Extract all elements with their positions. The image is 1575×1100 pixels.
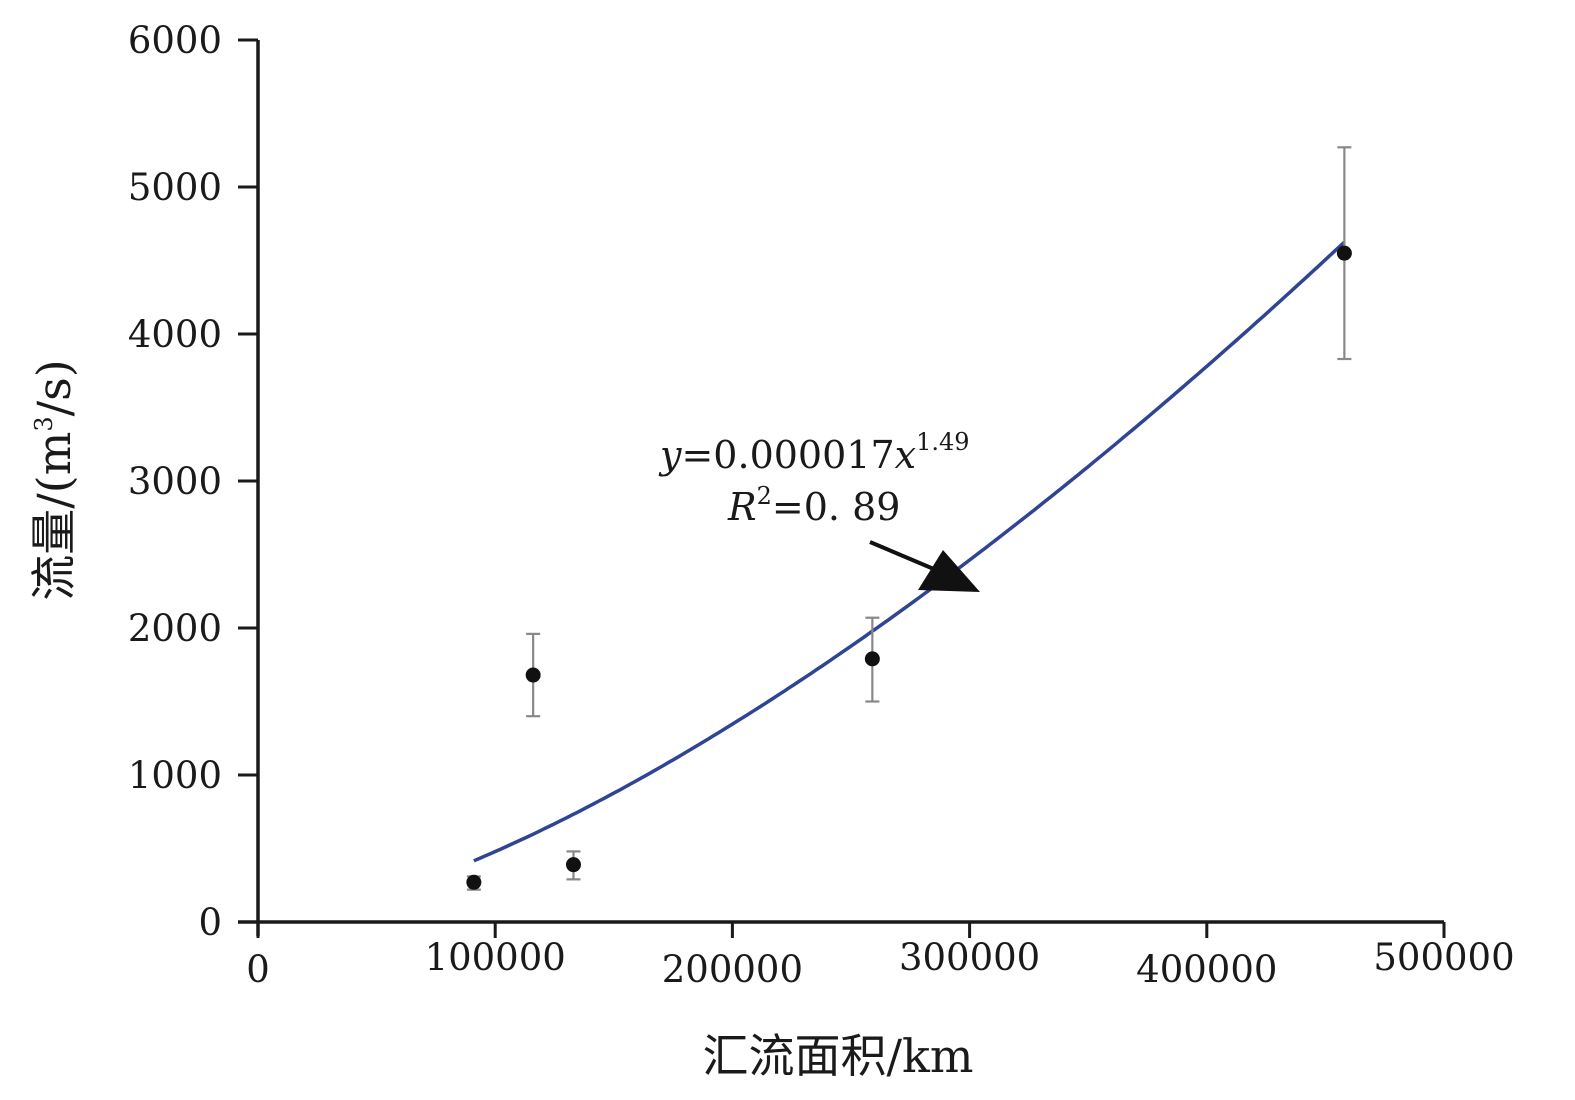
y-axis-ticks: 0 1000 2000 3000 4000 5000 6000 (128, 19, 258, 944)
y-axis-title-main: 流量/(m (27, 432, 81, 601)
y-tick-label: 6000 (128, 19, 222, 62)
y-tick-label: 0 (198, 901, 222, 944)
annotation-arrow-head (918, 550, 980, 592)
x-tick-label: 200000 (662, 948, 803, 991)
r-squared-value: =0. 89 (772, 485, 901, 529)
fit-equation: y=0.000017x1.49 (658, 428, 970, 477)
y-tick-label: 1000 (128, 754, 222, 797)
data-point (1336, 245, 1352, 261)
x-tick-label: 100000 (425, 936, 566, 979)
fit-equation-x: x (895, 433, 916, 477)
x-tick-label: 400000 (1136, 948, 1277, 991)
axes (238, 40, 1444, 936)
x-axis-title: 汇流面积/km (703, 1029, 974, 1083)
r-squared-r: R (727, 485, 757, 529)
y-tick-label: 4000 (128, 313, 222, 356)
r-squared: R2=0. 89 (727, 482, 900, 529)
data-point (466, 874, 482, 890)
y-tick-label: 3000 (128, 460, 222, 503)
data-points (466, 245, 1352, 890)
annotation-arrow (869, 540, 980, 592)
data-point (525, 667, 541, 683)
x-axis-ticks: 0 100000 200000 300000 400000 500000 (246, 922, 1515, 991)
y-tick-label: 5000 (128, 166, 222, 209)
data-point (565, 857, 581, 873)
x-tick-label: 300000 (899, 936, 1040, 979)
data-point (864, 651, 880, 667)
error-bars (466, 146, 1352, 891)
y-axis-title-sup: 3 (30, 416, 58, 431)
y-tick-label: 2000 (128, 607, 222, 650)
fit-equation-exponent: 1.49 (916, 428, 969, 456)
x-tick-label: 500000 (1373, 936, 1514, 979)
fit-equation-y: y (658, 433, 682, 477)
fit-curve-group (473, 240, 1346, 863)
fit-equation-coefficient: =0.000017 (681, 433, 894, 477)
fit-curve (473, 240, 1346, 863)
y-axis-title-tail: /s) (27, 359, 81, 416)
y-axis-title: 流量/(m3/s) (27, 359, 81, 600)
r-squared-sup: 2 (757, 482, 772, 510)
x-tick-label: 0 (246, 948, 270, 991)
